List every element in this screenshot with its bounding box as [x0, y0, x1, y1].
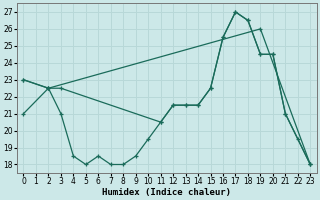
X-axis label: Humidex (Indice chaleur): Humidex (Indice chaleur): [102, 188, 231, 197]
